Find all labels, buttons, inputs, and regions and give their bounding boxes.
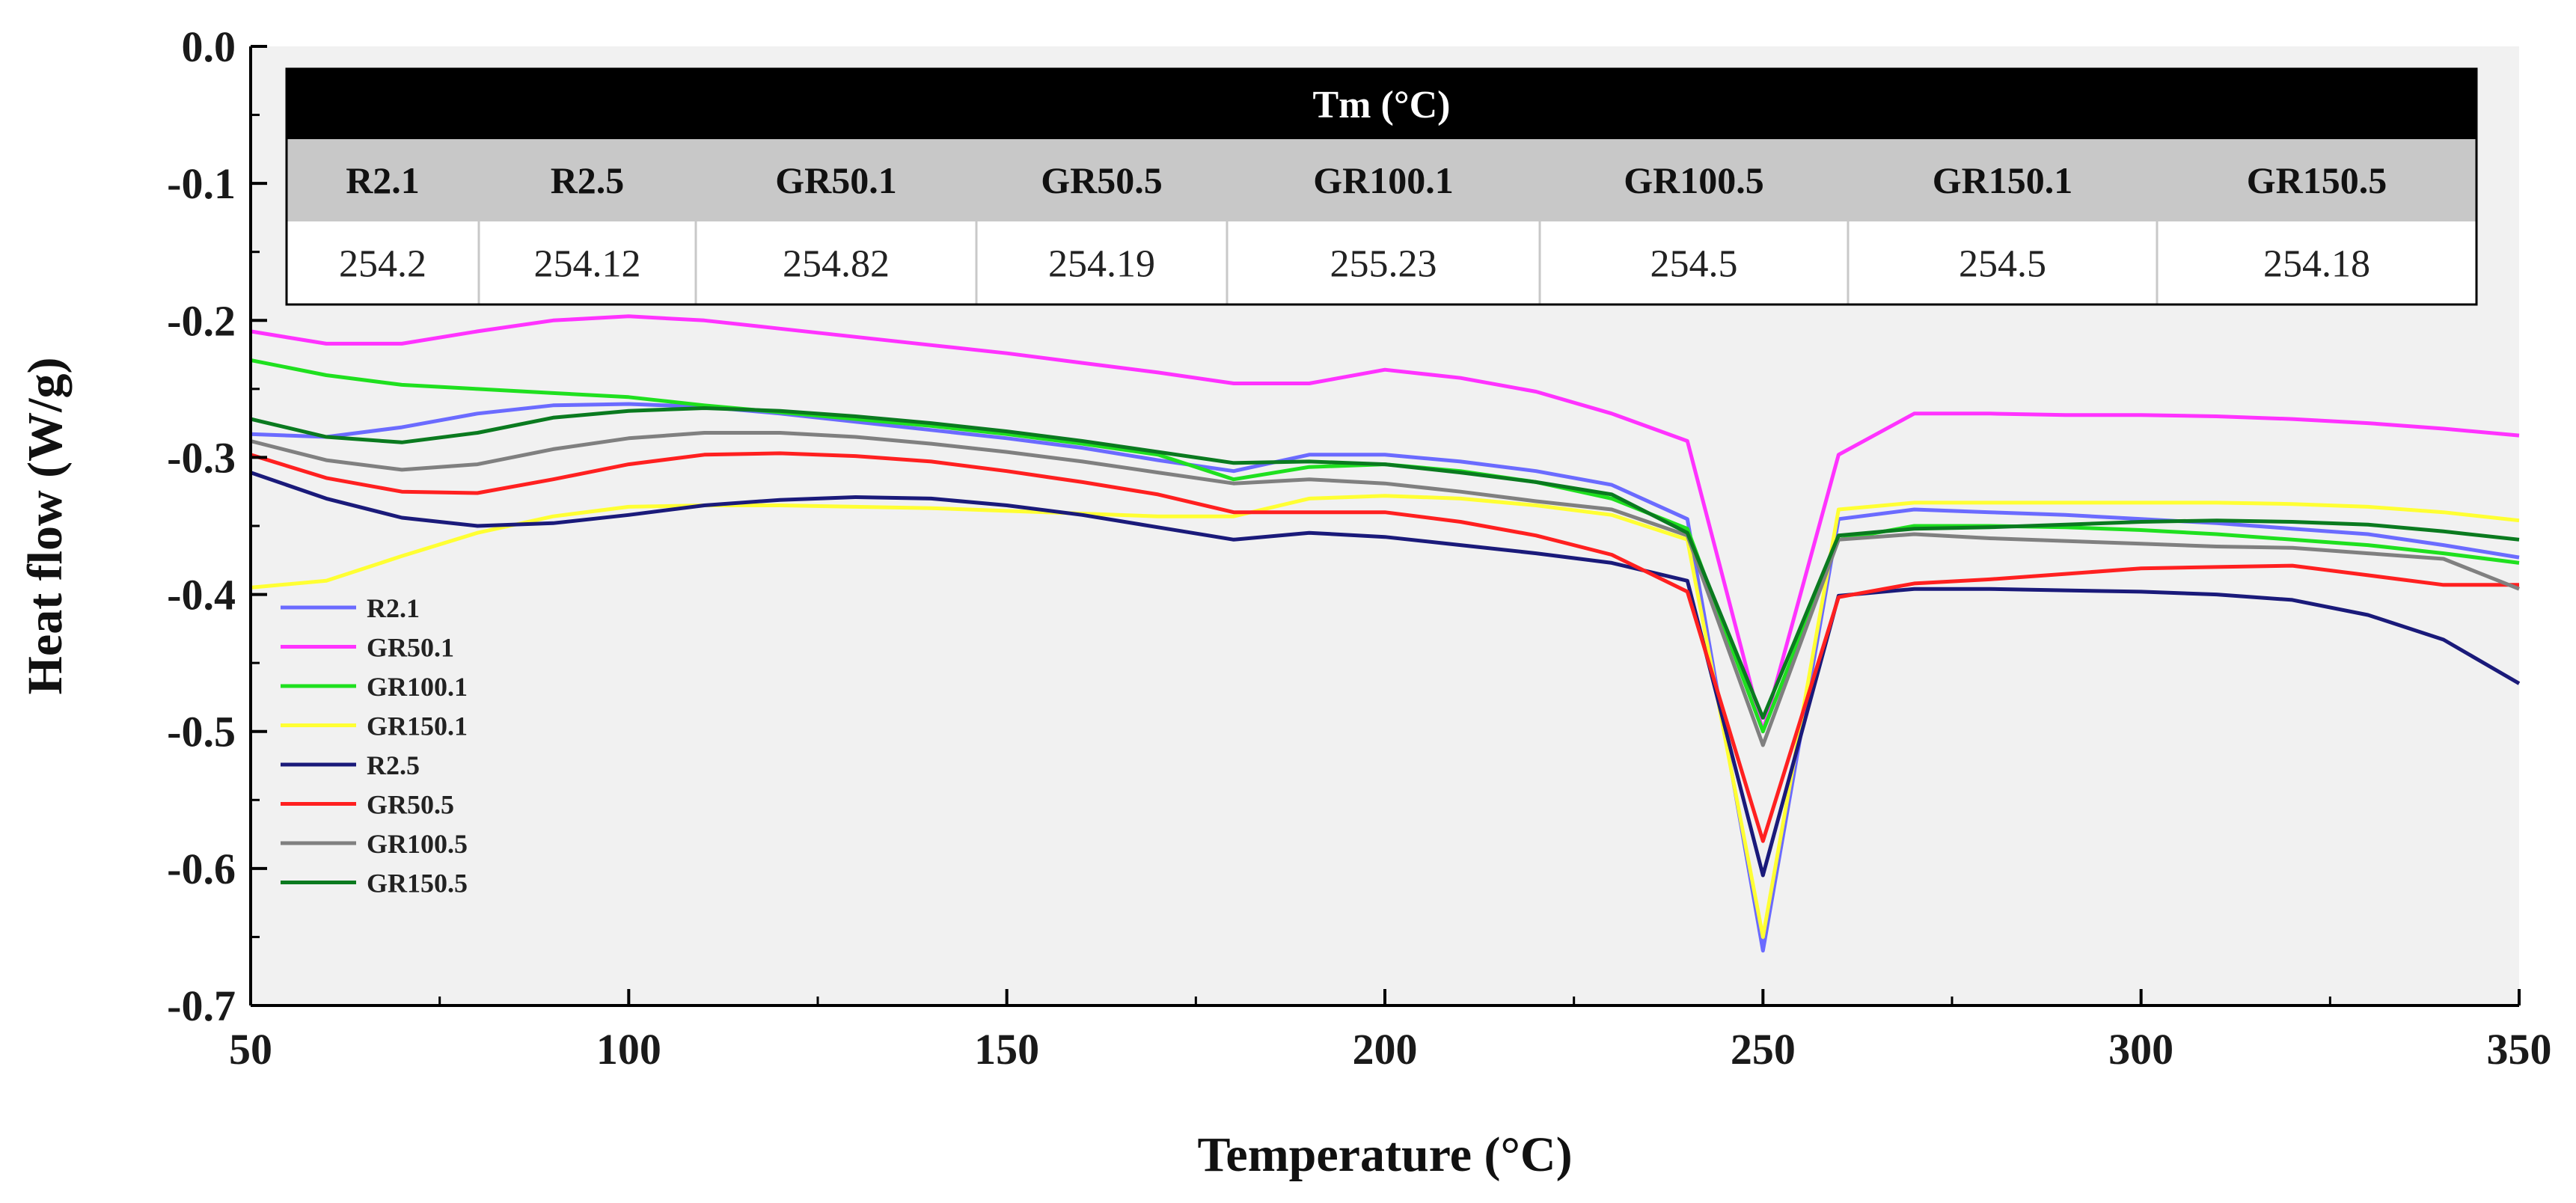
table-header-cell: GR100.5 xyxy=(1624,159,1764,201)
series-layer xyxy=(250,314,2521,953)
x-tick-label: 250 xyxy=(1731,1025,1796,1074)
tm-inset-table: Tm (°C) R2.1 254.2 R2.5 254.12 GR50.1 254.82 GR… xyxy=(285,67,2478,306)
table-value-cell: 254.5 xyxy=(1959,243,2046,286)
table-header-cell: R2.5 xyxy=(551,159,625,201)
legend-label-GR50.1: GR50.1 xyxy=(367,633,454,663)
table-title: Tm (°C) xyxy=(1313,84,1451,126)
x-tick-label: 300 xyxy=(2108,1025,2173,1074)
table-header-cell: GR50.1 xyxy=(775,159,897,201)
y-tick-label: -0.1 xyxy=(167,159,236,208)
legend-label-R2.5: R2.5 xyxy=(367,750,420,780)
x-tick-label: 100 xyxy=(596,1025,661,1074)
table-value-cell: 255.23 xyxy=(1330,243,1437,286)
table-value-cell: 254.5 xyxy=(1650,243,1738,286)
table-value-cell: 254.82 xyxy=(783,243,890,286)
ticks-layer: 50 100 150 200 250 300 350 0.0 -0.1 -0.2 -0.3 -0.4 -… xyxy=(167,22,2551,1074)
series-line-GR150.5 xyxy=(250,406,2520,720)
table-header-cell: GR150.5 xyxy=(2247,159,2387,201)
legend-label-GR50.5: GR50.5 xyxy=(367,790,454,820)
table-value-cell: 254.18 xyxy=(2263,243,2370,286)
legend-label-GR100.1: GR100.1 xyxy=(367,672,468,702)
table-value-cell: 254.19 xyxy=(1048,243,1155,286)
legend-label-R2.1: R2.1 xyxy=(367,593,420,623)
series-line-GR150.1 xyxy=(250,494,2520,939)
x-tick-label: 150 xyxy=(974,1025,1039,1074)
table-title-row xyxy=(287,69,2476,139)
y-tick-label: -0.3 xyxy=(167,433,236,482)
series-line-GR50.1 xyxy=(250,314,2520,734)
table-header-cell: GR100.1 xyxy=(1313,159,1454,201)
series-line-R2.5 xyxy=(250,471,2521,878)
table-header-cell: GR150.1 xyxy=(1933,159,2073,201)
x-axis-title: Temperature (°C) xyxy=(1197,1127,1572,1182)
table-header-row xyxy=(287,139,2476,221)
y-axis-title: Heat flow (W/g) xyxy=(18,358,73,695)
table-border xyxy=(285,67,2478,306)
table-header-cell: GR50.5 xyxy=(1041,159,1163,201)
series-line-GR100.5 xyxy=(250,431,2520,747)
legend: R2.1 GR50.1 GR100.1 GR150.1 R2.5 GR50.5 GR100.… xyxy=(281,593,468,899)
x-tick-label: 350 xyxy=(2487,1025,2552,1074)
table-value-row xyxy=(287,221,2476,304)
x-tick-label: 200 xyxy=(1353,1025,1418,1074)
y-tick-label: -0.6 xyxy=(167,845,236,893)
y-tick-label: -0.7 xyxy=(167,982,236,1030)
series-line-GR50.5 xyxy=(250,451,2519,843)
x-tick-label: 50 xyxy=(229,1025,272,1074)
table-value-cell: 254.12 xyxy=(534,243,641,286)
y-tick-label: -0.4 xyxy=(167,571,236,619)
table-header-cell: R2.1 xyxy=(346,159,420,201)
y-tick-label: 0.0 xyxy=(182,22,236,71)
series-line-R2.1 xyxy=(250,402,2520,953)
y-tick-label: -0.2 xyxy=(167,296,236,345)
y-tick-label: -0.5 xyxy=(167,708,236,756)
legend-label-GR150.5: GR150.5 xyxy=(367,869,468,899)
table-value-cell: 254.2 xyxy=(339,243,426,286)
legend-label-GR150.1: GR150.1 xyxy=(367,711,468,741)
legend-label-GR100.5: GR100.5 xyxy=(367,829,468,859)
